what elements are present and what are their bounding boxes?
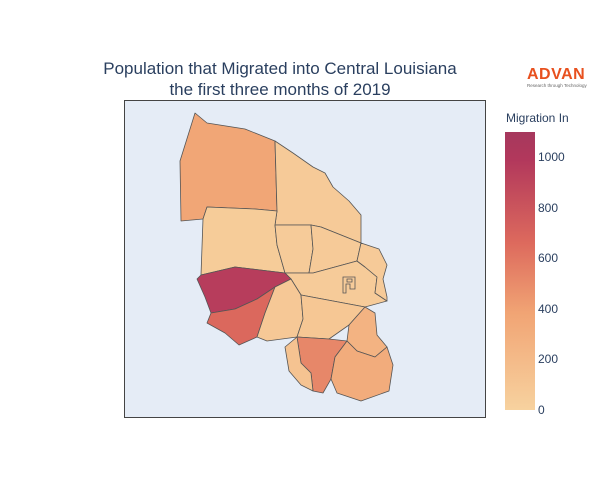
colorbar-title: Migration In bbox=[506, 111, 569, 125]
colorbar-tick: 0 bbox=[538, 403, 545, 417]
region-southeast-parish-b[interactable] bbox=[330, 340, 394, 402]
region-west-central-parish[interactable] bbox=[200, 206, 286, 276]
map-title: Population that Migrated into Central Lo… bbox=[0, 58, 560, 100]
colorbar-tick: 200 bbox=[538, 352, 559, 367]
region-south-parish-a[interactable] bbox=[296, 294, 366, 340]
title-line-1: Population that Migrated into Central Lo… bbox=[103, 59, 457, 78]
logo-tagline: Research through Technology bbox=[527, 83, 587, 88]
choropleth-map[interactable] bbox=[125, 101, 487, 419]
map-area[interactable] bbox=[124, 100, 486, 418]
city-boundary-inset bbox=[342, 276, 356, 294]
colorbar-tick: 400 bbox=[538, 301, 559, 316]
region-south-tip-parish[interactable] bbox=[284, 336, 314, 392]
advan-logo: ADVAN Research through Technology bbox=[527, 66, 599, 88]
colorbar-tick: 800 bbox=[538, 200, 559, 215]
colorbar bbox=[505, 132, 535, 410]
colorbar-tick: 1000 bbox=[538, 150, 565, 165]
colorbar-tick: 600 bbox=[538, 251, 559, 266]
region-north-parish[interactable] bbox=[179, 112, 278, 222]
logo-word: ADVAN bbox=[527, 66, 586, 83]
region-east-parish[interactable] bbox=[356, 242, 388, 302]
title-line-2: the first three months of 2019 bbox=[169, 80, 391, 99]
